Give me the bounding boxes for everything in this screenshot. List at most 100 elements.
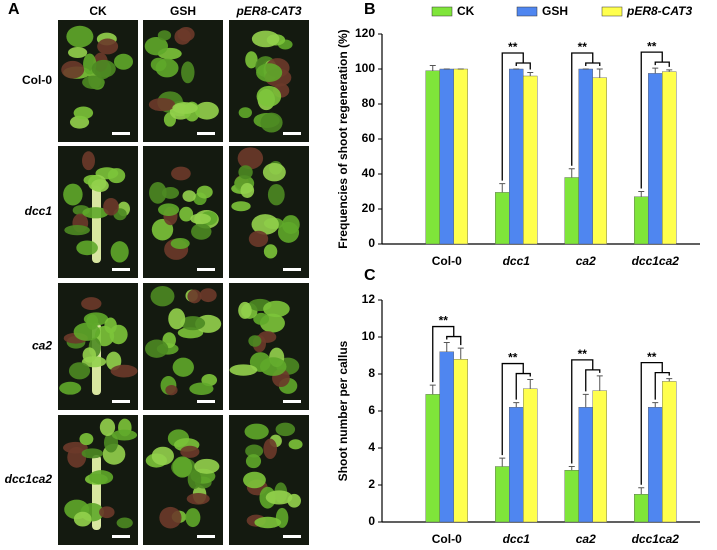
leaf (68, 362, 91, 380)
bar (523, 75, 538, 245)
leaf (248, 230, 269, 247)
leaf (159, 506, 182, 529)
leaf (186, 492, 210, 505)
plantlet (59, 297, 138, 395)
error-bar (443, 342, 450, 352)
leaf (240, 183, 255, 198)
scale-bar (112, 400, 130, 403)
error-bar (652, 402, 659, 408)
leaf (181, 61, 195, 84)
sig-bracket (501, 52, 531, 181)
plantlet (238, 30, 293, 133)
leaf (81, 448, 104, 459)
error-bar (638, 191, 645, 197)
error-bar (429, 384, 436, 395)
plantlet (63, 151, 131, 263)
leaf (116, 517, 133, 529)
leaf (238, 165, 253, 180)
bar (592, 390, 607, 523)
panel-label: C (364, 267, 376, 284)
leaf (194, 458, 220, 474)
panel-label: B (364, 1, 376, 18)
error-bar (513, 402, 520, 408)
error-bar (527, 379, 534, 389)
leaf (238, 107, 252, 119)
bar (564, 470, 579, 523)
leaf (185, 508, 201, 528)
leaf (245, 444, 264, 458)
leaf (254, 516, 282, 529)
leaf (180, 445, 200, 458)
leaf (165, 384, 178, 396)
leaf (68, 46, 88, 59)
leaf (187, 469, 202, 489)
plantlet (229, 298, 300, 394)
error-bar (429, 65, 436, 71)
leaf (110, 364, 138, 378)
x-tick-label: dcc1 (503, 254, 531, 268)
leaf (73, 322, 101, 341)
scale-bar (283, 132, 301, 135)
leaf (99, 418, 116, 437)
leaf (82, 75, 105, 90)
plantlet (149, 166, 219, 260)
significance-label: ** (439, 314, 449, 328)
leaf (251, 214, 279, 235)
leaf (256, 63, 283, 82)
sig-bracket (640, 51, 670, 189)
leaf (172, 456, 193, 478)
y-tick-label: 60 (362, 131, 376, 145)
leaf (99, 506, 115, 519)
leaf (244, 423, 269, 440)
leaf (260, 112, 283, 133)
column-header: pER8-CAT3 (235, 4, 301, 18)
legend-label: pER8-CAT3 (626, 4, 692, 18)
bar (425, 394, 440, 523)
leaf (81, 297, 102, 311)
error-bar (499, 457, 506, 467)
legend-swatch (431, 6, 453, 17)
leaf (265, 490, 293, 505)
leaf (190, 213, 211, 225)
bar (578, 68, 593, 245)
leaf (158, 203, 180, 216)
y-axis-label: Shoot number per callus (336, 340, 350, 481)
leaf (150, 286, 175, 307)
bar (662, 381, 677, 523)
leaf (103, 197, 119, 216)
bar (439, 68, 454, 245)
leaf (91, 59, 116, 78)
column-header: GSH (170, 4, 196, 18)
leaf (180, 316, 206, 331)
leaf (110, 241, 129, 263)
error-bar (666, 69, 673, 72)
plantlet (144, 27, 219, 127)
bar (648, 407, 663, 523)
error-bar (652, 67, 659, 74)
sig-bracket (571, 359, 601, 464)
sig-bracket (501, 362, 531, 456)
leaf (64, 224, 90, 236)
leaf (259, 357, 287, 376)
leaf (194, 101, 219, 120)
significance-label: ** (508, 351, 518, 365)
error-bar (666, 378, 673, 382)
leaf (91, 179, 109, 193)
bar (495, 192, 510, 245)
y-tick-label: 8 (368, 366, 375, 380)
leaf (172, 357, 194, 377)
plantlet (144, 286, 222, 396)
leaf (67, 446, 87, 468)
leaf (144, 36, 169, 56)
x-tick-label: Col-0 (432, 254, 462, 268)
y-tick-label: 4 (368, 440, 375, 454)
sig-bracket (571, 52, 601, 166)
plantlet (63, 418, 138, 530)
leaf (79, 432, 94, 446)
bar (509, 68, 524, 245)
bar (634, 196, 649, 245)
leaf (282, 215, 300, 234)
leaf (189, 382, 214, 396)
y-tick-label: 2 (368, 477, 375, 491)
error-bar (568, 466, 575, 471)
